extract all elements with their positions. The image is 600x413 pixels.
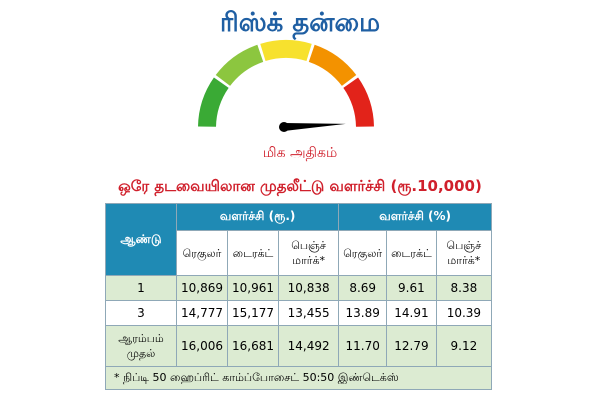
year-column-header: ஆண்டு: [105, 203, 177, 276]
table-subtitle: ஒரே தடவையிலான முதலீட்டு வளர்ச்சி (ரூ.10,…: [118, 177, 482, 195]
cell-value: 16,006: [176, 325, 228, 367]
gauge-segment-low-moderate: [215, 44, 264, 86]
cell-value: 13,455: [277, 300, 340, 326]
growth-percent-header: வளர்ச்சி (%): [338, 203, 492, 231]
gauge-segment-high: [343, 77, 374, 127]
table-header-row: ஆண்டு வளர்ச்சி (ரூ.) வளர்ச்சி (%): [105, 203, 492, 276]
cell-value: 10.39: [435, 300, 493, 326]
cell-value: 9.61: [386, 275, 437, 301]
subheader-benchmark-rs: பெஞ்ச் மார்க்*: [277, 230, 340, 276]
table-subheader-row: ரெகுலர் டைரக்ட் பெஞ்ச் மார்க்* ரெகுலர் ட…: [106, 230, 493, 276]
page-title: ரிஸ்க் தன்மை: [220, 8, 380, 38]
cell-value: 14,777: [176, 300, 228, 326]
gauge-segment-moderately-high: [308, 44, 357, 86]
cell-value: 16,681: [227, 325, 279, 367]
cell-value: 8.38: [435, 275, 493, 301]
cell-value: 14.91: [386, 300, 437, 326]
cell-value: 11.70: [338, 325, 388, 367]
growth-table: ஆண்டு வளர்ச்சி (ரூ.) வளர்ச்சி (%) ரெகுலர…: [105, 203, 493, 367]
cell-value: 15,177: [227, 300, 279, 326]
subheader-direct-pct: டைரக்ட்: [386, 230, 437, 276]
risk-gauge: [198, 40, 374, 132]
subheader-benchmark-pct: பெஞ்ச் மார்க்*: [435, 230, 493, 276]
footnote: * நிப்டி 50 ஹைப்ரிட் காம்ப்போசைட் 50:50 …: [105, 366, 492, 390]
growth-rupees-header: வளர்ச்சி (ரூ.): [175, 203, 340, 231]
subheader-regular-rs: ரெகுலர்: [176, 230, 228, 276]
gauge-segment-moderate: [260, 40, 312, 62]
cell-value: 10,838: [277, 275, 340, 301]
subheader-regular-pct: ரெகுலர்: [338, 230, 388, 276]
cell-value: 14,492: [277, 325, 340, 367]
table-row: ஆரம்பம் முதல் 16,006 16,681 14,492 11.70…: [105, 325, 493, 367]
cell-value: 8.69: [338, 275, 388, 301]
table-row: 1 10,869 10,961 10,838 8.69 9.61 8.38: [105, 275, 493, 301]
gauge-needle: [284, 123, 346, 131]
risk-level-label: மிக அதிகம்: [262, 145, 338, 161]
cell-value: 9.12: [435, 325, 493, 367]
row-year: 1: [105, 275, 177, 301]
cell-value: 10,869: [176, 275, 228, 301]
table-row: 3 14,777 15,177 13,455 13.89 14.91 10.39: [105, 300, 493, 326]
cell-value: 10,961: [227, 275, 279, 301]
cell-value: 13.89: [338, 300, 388, 326]
gauge-needle-hub: [279, 122, 289, 132]
cell-value: 12.79: [386, 325, 437, 367]
gauge-segment-low: [198, 77, 229, 127]
subheader-direct-rs: டைரக்ட்: [227, 230, 279, 276]
row-year: ஆரம்பம் முதல்: [105, 325, 177, 367]
row-year: 3: [105, 300, 177, 326]
